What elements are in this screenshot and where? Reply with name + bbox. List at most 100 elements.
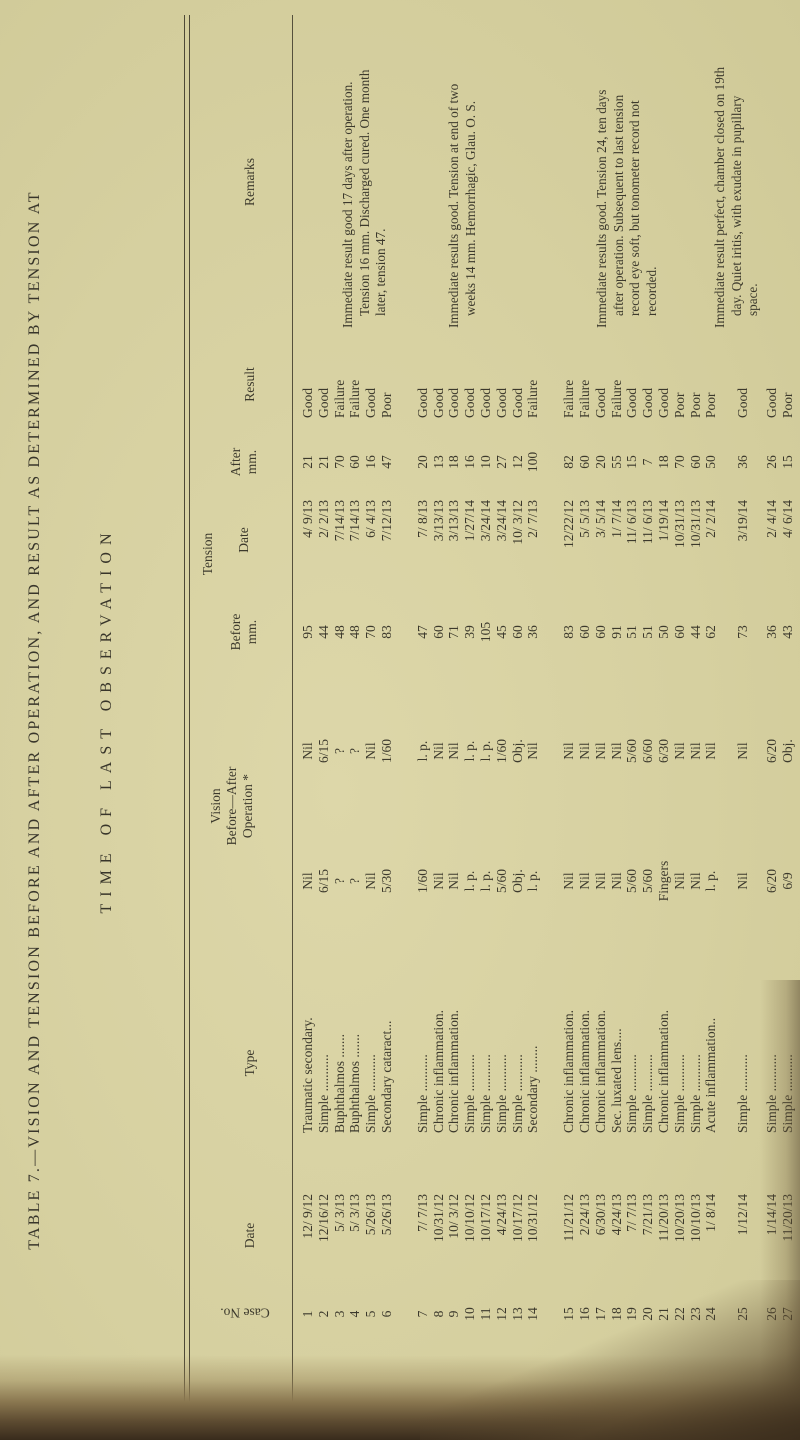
cell-vision-after: Nil — [561, 742, 577, 760]
cell-tension-after: 13 — [430, 455, 446, 469]
cell-tension-before: 83 — [378, 625, 394, 639]
cell-date: 7/ 7/13 — [414, 1194, 430, 1232]
cell-result: Poor — [703, 392, 719, 418]
cell-vision-before: 5/60 — [640, 869, 656, 894]
cell-tension-before: 50 — [655, 625, 671, 639]
cell-tension-before: 60 — [509, 625, 525, 639]
table-row: 13 10/17/12 Simple ........... Obj. Obj.… — [510, 0, 526, 1440]
cell-result: Good — [363, 388, 379, 418]
cell-vision-after: Nil — [363, 742, 379, 760]
remark-note: Immediate results good. Tension at end o… — [446, 83, 478, 328]
cell-vision-after: 1/60 — [378, 739, 394, 764]
cell-case-no: 24 — [703, 1307, 719, 1321]
cell-tension-before: 39 — [462, 625, 478, 639]
remark-note: Immediate result perfect, chamber closed… — [712, 66, 760, 328]
cell-case-no: 18 — [608, 1307, 624, 1321]
cell-vision-before: Nil — [735, 872, 751, 890]
cell-result: Poor — [687, 392, 703, 418]
cell-tension-after: 21 — [300, 455, 315, 469]
cell-date: 10/31/12 — [525, 1194, 541, 1243]
cell-tension-date: 1/27/14 — [462, 500, 478, 542]
cell-case-no: 4 — [347, 1310, 363, 1318]
cell-vision-after: Nil — [430, 742, 446, 760]
cell-vision-before: Nil — [430, 872, 446, 890]
cell-case-no: 14 — [525, 1307, 541, 1321]
column-header-case-no: Case No. — [220, 1305, 270, 1320]
cell-result: Good — [509, 388, 525, 418]
table-row: 26 1/14/14 Simple ........... 6/20 6/20 … — [764, 0, 780, 1440]
cell-date: 7/ 7/13 — [624, 1194, 640, 1232]
cell-vision-after: Nil — [703, 742, 719, 760]
cell-vision-before: Nil — [446, 872, 462, 890]
cell-case-no: 6 — [378, 1310, 394, 1318]
cell-tension-before: 44 — [315, 625, 331, 639]
cell-vision-after: ? — [347, 748, 363, 754]
cell-tension-after: 70 — [331, 455, 347, 469]
cell-date: 10/17/12 — [509, 1194, 525, 1243]
cell-vision-before: Fingers — [655, 860, 671, 902]
cell-type: Simple ........... — [671, 1054, 687, 1133]
cell-case-no: 10 — [462, 1307, 478, 1321]
cell-date: 12/16/12 — [315, 1194, 331, 1243]
cell-case-no: 1 — [300, 1310, 315, 1318]
cell-case-no: 13 — [509, 1307, 525, 1321]
column-header-result: Result — [242, 367, 257, 402]
cell-type: Simple ........... — [687, 1054, 703, 1133]
cell-vision-after: Nil — [525, 742, 541, 760]
cell-vision-after: Nil — [735, 742, 751, 760]
cell-tension-before: 44 — [687, 625, 703, 639]
cell-tension-after: 12 — [509, 455, 525, 469]
cell-vision-before: l. p. — [462, 870, 478, 892]
cell-case-no: 23 — [687, 1307, 703, 1321]
cell-case-no: 16 — [576, 1307, 592, 1321]
cell-result: Good — [735, 388, 751, 418]
cell-tension-before: 48 — [331, 625, 347, 639]
cell-result: Failure — [347, 379, 363, 418]
cell-type: Simple ........... — [462, 1054, 478, 1133]
cell-tension-after: 15 — [779, 455, 795, 469]
cell-tension-before: 91 — [608, 625, 624, 639]
cell-type: Simple ........... — [363, 1054, 379, 1133]
cell-tension-date: 4/ 9/13 — [300, 500, 315, 538]
cell-type: Simple ........... — [493, 1054, 509, 1133]
cell-type: Simple ........... — [509, 1054, 525, 1133]
cell-case-no: 9 — [446, 1310, 462, 1318]
cell-tension-after: 27 — [493, 455, 509, 469]
cell-vision-before: Nil — [561, 872, 577, 890]
cell-vision-before: l. p. — [525, 870, 541, 892]
table-row: 8 10/31/12 Chronic inflammation. Nil Nil… — [431, 0, 447, 1440]
cell-date: 10/20/13 — [671, 1194, 687, 1243]
table-row: 27 11/20/13 Simple ........... 6/9 Obj. … — [780, 0, 796, 1440]
cell-result: Good — [430, 388, 446, 418]
table-row: 1 12/ 9/12 Traumatic secondary. Nil Nil … — [300, 0, 316, 1440]
cell-case-no: 25 — [735, 1307, 751, 1321]
cell-tension-date: 3/ 5/14 — [592, 500, 608, 538]
cell-vision-before: 5/60 — [493, 869, 509, 894]
cell-result: Poor — [378, 392, 394, 418]
table-row: 16 2/24/13 Chronic inflammation. Nil Nil… — [577, 0, 593, 1440]
column-header-tension: Tension — [200, 532, 215, 576]
cell-type: Acute inflammation.. — [703, 1017, 719, 1133]
cell-tension-before: 83 — [561, 625, 577, 639]
cell-date: 10/31/12 — [430, 1194, 446, 1243]
table-row: 22 10/20/13 Simple ........... Nil Nil 6… — [672, 0, 688, 1440]
cell-tension-after: 70 — [671, 455, 687, 469]
cell-vision-after: Nil — [592, 742, 608, 760]
cell-result: Good — [493, 388, 509, 418]
cell-tension-before: 51 — [640, 625, 656, 639]
double-rule — [184, 15, 190, 1425]
cell-type: Sec. luxated lens.... — [608, 1028, 624, 1133]
cell-tension-after: 60 — [576, 455, 592, 469]
cell-date: 10/17/12 — [477, 1194, 493, 1243]
column-header-tension-date: Date — [236, 527, 251, 553]
cell-tension-date: 3/24/14 — [477, 500, 493, 542]
cell-vision-after: Nil — [608, 742, 624, 760]
cell-tension-date: 3/13/13 — [430, 500, 446, 542]
cell-type: Buphthalmos ....... — [347, 1033, 363, 1133]
remark-note: Immediate results good. Tension 24, ten … — [594, 89, 659, 328]
cell-type: Chronic inflammation. — [655, 1010, 671, 1133]
cell-date: 10/ 3/12 — [446, 1194, 462, 1239]
cell-type: Chronic inflammation. — [446, 1010, 462, 1133]
cell-result: Failure — [331, 379, 347, 418]
